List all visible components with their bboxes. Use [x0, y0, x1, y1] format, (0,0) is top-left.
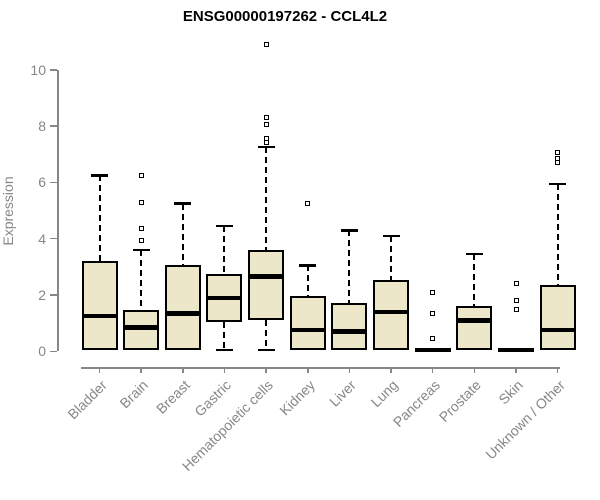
outlier-skin-2 — [513, 281, 519, 287]
outlier-brain-1 — [138, 226, 144, 232]
upper-whisker-unknown-other — [556, 183, 559, 286]
y-axis-line — [57, 69, 59, 352]
upper-whisker-hematopoietic-cells — [265, 147, 268, 250]
box-hematopoietic-cells — [248, 249, 285, 321]
outlier-hematopoietic-cells-4 — [263, 41, 269, 47]
median-kidney — [289, 327, 326, 333]
y-axis-tick-label: 0 — [38, 343, 46, 360]
outlier-pancreas-0 — [430, 336, 436, 342]
outlier-brain-2 — [138, 199, 144, 205]
x-axis-tick — [98, 367, 101, 373]
x-axis-tick — [307, 367, 309, 373]
x-axis-tick — [515, 367, 517, 373]
y-axis-label: Expression — [0, 176, 16, 246]
upper-whisker-cap-lung — [382, 234, 400, 238]
x-axis-tick — [223, 367, 226, 373]
upper-whisker-cap-hematopoietic-cells — [257, 145, 275, 149]
lower-whisker-cap-hematopoietic-cells — [257, 348, 275, 352]
y-axis-tick — [50, 237, 57, 240]
x-axis-tick — [140, 367, 142, 373]
lower-whisker-cap-gastric — [215, 348, 233, 352]
box-brain — [123, 310, 160, 350]
upper-whisker-cap-unknown-other — [549, 182, 567, 186]
median-pancreas — [414, 347, 451, 353]
outlier-brain-3 — [138, 172, 144, 178]
chart-title: ENSG00000197262 - CCL4L2 — [182, 8, 388, 25]
y-axis-tick — [50, 125, 57, 127]
x-axis-tick — [431, 367, 434, 373]
upper-whisker-bladder — [98, 175, 101, 262]
upper-whisker-gastric — [223, 226, 226, 274]
outlier-unknown-other-2 — [555, 150, 561, 156]
upper-whisker-liver — [348, 230, 351, 304]
median-unknown-other — [539, 327, 576, 333]
upper-whisker-cap-bladder — [91, 174, 108, 177]
outlier-hematopoietic-cells-3 — [263, 115, 269, 121]
outlier-kidney-0 — [305, 201, 311, 206]
upper-whisker-cap-breast — [174, 202, 192, 205]
box-liver — [331, 303, 368, 350]
y-axis-tick — [50, 69, 57, 71]
upper-whisker-cap-gastric — [215, 224, 233, 228]
upper-whisker-prostate — [473, 254, 476, 307]
x-axis-tick — [182, 367, 184, 373]
upper-whisker-cap-liver — [340, 229, 358, 232]
outlier-hematopoietic-cells-1 — [263, 136, 269, 142]
upper-whisker-brain — [140, 249, 143, 311]
box-prostate — [456, 306, 493, 350]
upper-whisker-breast — [181, 203, 184, 266]
outlier-brain-0 — [138, 237, 144, 243]
lower-whisker-gastric — [223, 321, 226, 350]
outlier-hematopoietic-cells-2 — [263, 122, 269, 128]
median-skin — [498, 347, 534, 353]
median-liver — [331, 329, 368, 334]
outlier-unknown-other-1 — [555, 155, 561, 161]
y-axis-tick-label: 8 — [38, 118, 46, 135]
y-axis-tick — [50, 294, 57, 296]
box-kidney — [289, 296, 326, 350]
median-bladder — [81, 313, 118, 319]
box-bladder — [81, 261, 118, 350]
x-axis-tick — [473, 367, 476, 373]
median-hematopoietic-cells — [248, 274, 285, 279]
y-axis-tick — [50, 181, 57, 184]
y-axis-tick-label: 2 — [38, 287, 46, 303]
upper-whisker-kidney — [306, 265, 309, 297]
box-breast — [164, 265, 201, 350]
x-axis-tick — [265, 367, 267, 373]
upper-whisker-lung — [390, 235, 393, 280]
outlier-skin-1 — [513, 298, 519, 304]
box-lung — [373, 279, 410, 350]
x-axis-tick — [348, 367, 351, 373]
median-lung — [373, 309, 410, 315]
lower-whisker-hematopoietic-cells — [265, 320, 268, 350]
y-axis-tick-label: 10 — [30, 61, 46, 78]
x-axis-tick — [556, 367, 559, 373]
upper-whisker-cap-brain — [132, 248, 150, 252]
x-axis-line — [81, 367, 560, 369]
median-prostate — [456, 318, 493, 323]
y-axis-tick-label: 6 — [38, 174, 46, 191]
x-axis-tick — [390, 367, 392, 373]
median-brain — [123, 325, 160, 330]
outlier-pancreas-2 — [430, 289, 436, 295]
upper-whisker-cap-kidney — [299, 264, 317, 267]
box-unknown-other — [539, 285, 576, 350]
median-breast — [164, 311, 201, 316]
outlier-skin-0 — [513, 306, 519, 312]
y-axis-tick — [50, 350, 57, 353]
median-gastric — [206, 295, 243, 301]
outlier-pancreas-1 — [430, 310, 436, 316]
y-axis-tick-label: 4 — [38, 230, 46, 247]
upper-whisker-cap-prostate — [465, 252, 483, 256]
